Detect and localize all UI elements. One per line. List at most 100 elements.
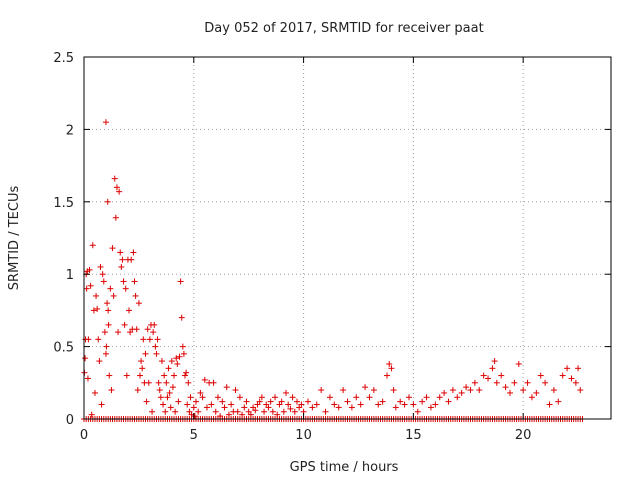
data-point — [150, 329, 157, 336]
data-point — [103, 343, 110, 350]
data-point — [493, 379, 500, 386]
data-point — [99, 271, 106, 278]
data-point — [118, 263, 125, 270]
data-point — [572, 379, 579, 386]
data-point — [247, 411, 254, 418]
data-point — [575, 365, 582, 372]
data-point — [176, 353, 183, 360]
x-tick-label: 15 — [405, 428, 422, 443]
data-point — [318, 387, 325, 394]
data-point — [256, 398, 263, 405]
data-point — [85, 336, 92, 343]
data-point — [520, 387, 527, 394]
data-point — [445, 398, 452, 405]
data-point — [278, 398, 285, 405]
data-point — [168, 358, 175, 365]
data-point — [555, 398, 562, 405]
data-point — [119, 256, 126, 263]
data-point — [458, 389, 465, 396]
data-point — [82, 355, 89, 362]
data-point — [101, 329, 108, 336]
data-point — [175, 398, 182, 405]
y-tick-label: 2.5 — [53, 51, 74, 66]
data-point — [113, 184, 120, 191]
chart-title: Day 052 of 2017, SRMTID for receiver paa… — [204, 21, 483, 36]
data-point — [353, 394, 360, 401]
data-point — [160, 401, 167, 408]
x-tick-label: 10 — [295, 428, 312, 443]
data-point — [120, 278, 127, 285]
y-tick-label: 0 — [66, 413, 74, 428]
data-point — [104, 300, 111, 307]
data-point — [298, 401, 305, 408]
data-point — [546, 401, 553, 408]
y-tick-label: 1 — [66, 268, 74, 283]
data-point — [135, 300, 142, 307]
data-point — [293, 398, 300, 405]
y-axis-label: SRMTID / TECUs — [7, 186, 22, 291]
data-point — [568, 375, 575, 382]
data-point — [153, 350, 160, 357]
data-point — [201, 376, 208, 383]
grid-lines — [84, 57, 611, 419]
data-point — [190, 404, 197, 411]
data-point — [102, 350, 109, 357]
data-point — [122, 285, 129, 292]
data-point — [423, 394, 430, 401]
data-point — [274, 411, 281, 418]
data-point — [183, 369, 190, 376]
data-point — [331, 401, 338, 408]
data-point — [432, 401, 439, 408]
data-point — [388, 365, 395, 372]
x-axis-label: GPS time / hours — [290, 460, 399, 475]
data-point — [480, 372, 487, 379]
data-point — [172, 408, 179, 415]
data-point — [436, 394, 443, 401]
data-point — [362, 384, 369, 391]
data-point — [149, 408, 156, 415]
data-point — [203, 404, 210, 411]
data-point — [144, 326, 151, 333]
data-point — [491, 358, 498, 365]
data-point — [136, 372, 143, 379]
data-point — [304, 398, 311, 405]
data-point — [414, 408, 421, 415]
data-point — [163, 379, 170, 386]
data-point — [348, 404, 355, 411]
data-point — [95, 336, 102, 343]
data-point — [287, 405, 294, 412]
data-point — [232, 387, 239, 394]
data-point — [335, 404, 342, 411]
data-point — [542, 379, 549, 386]
data-point — [108, 387, 115, 394]
data-point — [454, 394, 461, 401]
data-point — [89, 242, 96, 249]
data-point — [83, 285, 90, 292]
data-point — [156, 387, 163, 394]
data-point — [177, 278, 184, 285]
data-point — [258, 394, 265, 401]
data-point — [498, 372, 505, 379]
data-point — [467, 387, 474, 394]
data-point — [132, 292, 139, 299]
data-point — [199, 394, 206, 401]
data-point — [94, 305, 101, 312]
data-point — [106, 372, 113, 379]
data-point — [397, 398, 404, 405]
data-point — [313, 401, 320, 408]
data-point — [427, 404, 434, 411]
data-point — [449, 387, 456, 394]
data-point — [161, 372, 168, 379]
data-point — [375, 401, 382, 408]
data-point — [145, 379, 152, 386]
data-point — [265, 404, 272, 411]
data-point — [151, 321, 158, 328]
data-point — [410, 401, 417, 408]
data-point — [217, 413, 224, 420]
data-point — [192, 398, 199, 405]
data-point — [155, 379, 162, 386]
data-point — [88, 411, 95, 418]
data-point — [384, 372, 391, 379]
plot-frame — [83, 56, 612, 420]
data-point — [109, 245, 116, 252]
